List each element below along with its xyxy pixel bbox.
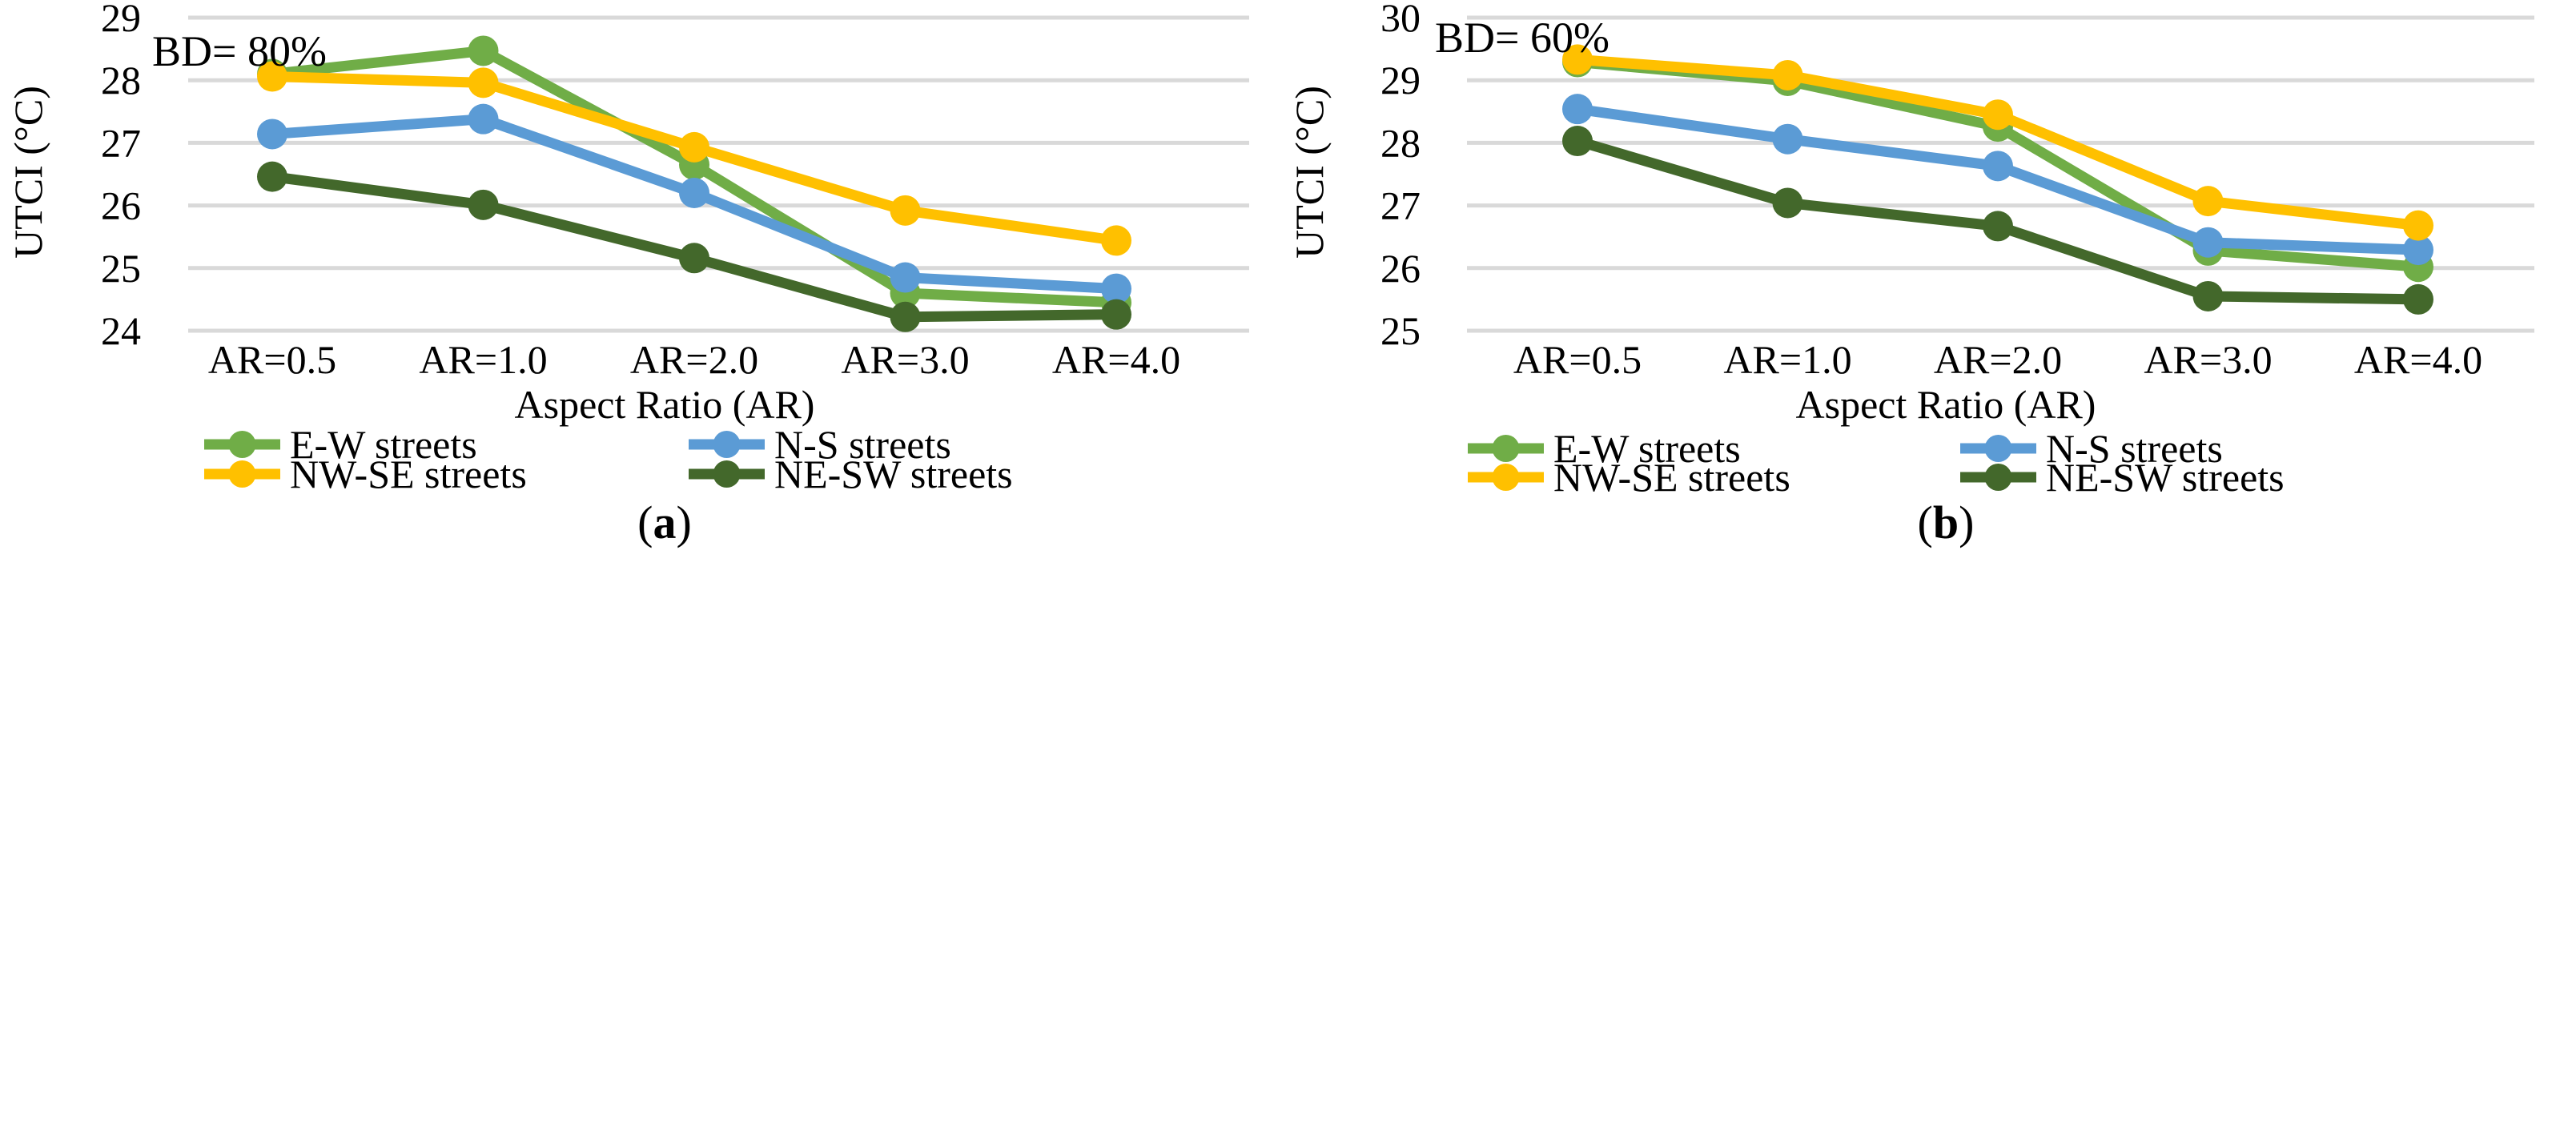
data-point	[1983, 211, 2013, 242]
legend-swatch-marker	[228, 431, 256, 458]
data-point	[1772, 123, 1803, 155]
data-point	[1101, 299, 1131, 330]
legend-swatch-marker	[228, 460, 256, 488]
y-tick-label: 26	[101, 183, 141, 228]
data-point	[257, 161, 287, 192]
data-point	[1101, 273, 1131, 304]
data-point	[2192, 280, 2224, 311]
y-tick-label: 25	[101, 246, 141, 291]
legend-label: NW-SE streets	[290, 452, 527, 496]
y-tick-label: 25	[1380, 308, 1421, 353]
legend-label: NE-SW streets	[774, 452, 1013, 496]
legend-swatch-marker	[1984, 464, 2012, 491]
y-axis-title: UTCI (°C)	[1287, 86, 1332, 259]
data-point	[1772, 187, 1803, 219]
y-tick-label: 27	[101, 120, 141, 165]
y-tick-label: 24	[101, 308, 141, 353]
data-point	[2403, 235, 2433, 266]
data-point	[2192, 186, 2224, 217]
y-tick-label: 28	[101, 58, 141, 102]
legend-entry: NE-SW streets	[689, 452, 1013, 496]
x-tick-label: AR=2.0	[1934, 337, 2062, 382]
y-tick-label: 29	[1380, 58, 1421, 102]
legend-swatch-marker	[1492, 435, 1520, 462]
data-point	[1983, 99, 2013, 131]
data-point	[679, 131, 709, 163]
data-point	[257, 119, 287, 150]
data-point	[1562, 44, 1593, 75]
legend-swatch-marker	[713, 431, 741, 458]
chart-annotation: BD= 80%	[152, 27, 327, 75]
legend-entry: NW-SE streets	[204, 452, 527, 496]
data-point	[1562, 126, 1593, 157]
legend-label: N-S streets	[2046, 426, 2223, 471]
data-point	[257, 61, 287, 92]
legend-label: NW-SE streets	[1553, 455, 1790, 500]
legend-entry: NW-SE streets	[1468, 455, 1790, 500]
x-tick-label: AR=2.0	[630, 337, 758, 382]
chart-panel-a: 24 25 26 27 28 29 AR=0.5 AR=1.0 AR=2.0 AR=3.0 AR=4…	[6, 0, 1249, 548]
legend-entry: E-W streets	[1468, 426, 1741, 471]
data-point	[1101, 225, 1131, 256]
legend-label: E-W streets	[1553, 426, 1741, 471]
legend-swatch-marker	[1984, 435, 2012, 462]
panel-label: (a)	[637, 496, 692, 548]
data-point	[2403, 283, 2433, 315]
x-tick-label: AR=4.0	[2354, 337, 2482, 382]
y-tick-label: 28	[1380, 120, 1421, 165]
chart-annotation: BD= 60%	[1435, 14, 1609, 62]
y-tick-label: 26	[1380, 246, 1421, 291]
data-point	[890, 195, 921, 226]
data-point	[468, 67, 499, 98]
data-point	[2192, 227, 2224, 258]
legend-entry: E-W streets	[204, 422, 477, 467]
x-tick-label: AR=1.0	[419, 337, 547, 382]
data-point	[468, 189, 499, 220]
x-axis-title: Aspect Ratio (AR)	[515, 382, 815, 427]
chart-panel-b: 25 26 27 28 29 30 AR=0.5 AR=1.0 AR=2.0 AR=3.0 AR=4…	[1287, 0, 2534, 548]
data-point	[1983, 151, 2013, 182]
data-point	[890, 301, 921, 332]
y-axis-title: UTCI (°C)	[6, 86, 50, 259]
legend-entry: N-S streets	[689, 422, 951, 467]
panel-label: (b)	[1918, 496, 1975, 548]
legend-swatch-marker	[713, 460, 741, 488]
data-point	[1772, 59, 1803, 90]
x-tick-label: AR=3.0	[2144, 337, 2272, 382]
y-tick-label: 30	[1380, 0, 1421, 40]
y-tick-label: 27	[1380, 183, 1421, 228]
data-point	[679, 177, 709, 208]
data-point	[679, 243, 709, 274]
data-point	[468, 35, 499, 66]
legend-label: E-W streets	[290, 422, 477, 467]
x-axis-title: Aspect Ratio (AR)	[1796, 382, 2096, 427]
y-tick-label: 29	[101, 0, 141, 40]
legend-swatch-marker	[1492, 464, 1520, 491]
data-point	[1562, 94, 1593, 125]
x-tick-label: AR=0.5	[208, 337, 336, 382]
x-tick-label: AR=3.0	[841, 337, 969, 382]
legend-entry: N-S streets	[1960, 426, 2223, 471]
legend-entry: NE-SW streets	[1960, 455, 2285, 500]
x-tick-label: AR=1.0	[1723, 337, 1851, 382]
x-tick-label: AR=4.0	[1052, 337, 1180, 382]
data-point	[468, 103, 499, 135]
legend-label: NE-SW streets	[2046, 455, 2285, 500]
data-point	[890, 262, 921, 293]
data-point	[2403, 210, 2433, 241]
legend-label: N-S streets	[774, 422, 951, 467]
x-tick-label: AR=0.5	[1513, 337, 1642, 382]
